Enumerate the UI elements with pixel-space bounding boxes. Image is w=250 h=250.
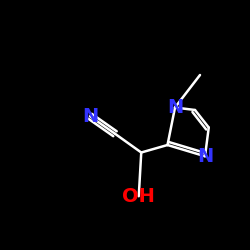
- Text: N: N: [82, 107, 98, 126]
- Text: N: N: [197, 147, 213, 166]
- Text: OH: OH: [122, 187, 155, 206]
- Text: N: N: [167, 98, 183, 117]
